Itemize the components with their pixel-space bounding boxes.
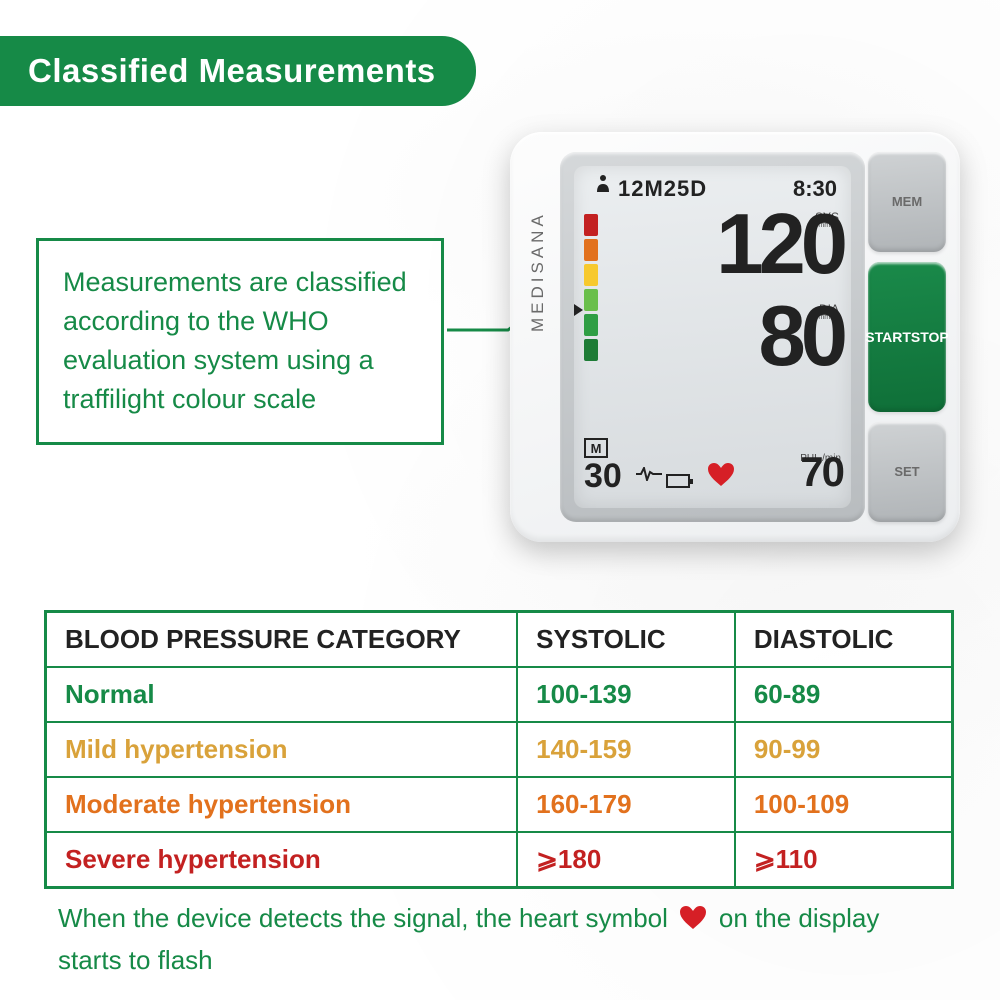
cell-diastolic: 100-109 (735, 777, 953, 832)
scale-segment (584, 214, 598, 236)
heart-icon (675, 905, 719, 936)
heart-icon (708, 462, 734, 494)
description-box: Measurements are classified according to… (36, 238, 444, 445)
cell-systolic: ⩾180 (517, 832, 735, 888)
sys-value: 120 (716, 202, 843, 287)
dia-value: 80 (758, 294, 843, 379)
scale-segment (584, 289, 598, 311)
cell-category: Moderate hypertension (46, 777, 518, 832)
footnote-before: When the device detects the signal, the … (58, 903, 668, 933)
scale-segment (584, 314, 598, 336)
cell-systolic: 160-179 (517, 777, 735, 832)
device-brand: MEDISANA (528, 211, 548, 332)
mem-box-icon: M (584, 438, 608, 458)
table-header-row: BLOOD PRESSURE CATEGORY SYSTOLIC DIASTOL… (46, 612, 953, 668)
user-icon (596, 174, 610, 197)
lcd-date: 12M25D (618, 176, 707, 202)
table-row: Severe hypertension⩾180⩾110 (46, 832, 953, 888)
scale-segment (584, 264, 598, 286)
section-title: Classified Measurements (0, 36, 476, 106)
cell-diastolic: 90-99 (735, 722, 953, 777)
pulse-wave-icon (636, 467, 662, 486)
mem-value: 30 (584, 457, 622, 496)
traffic-light-scale (584, 214, 598, 361)
cell-systolic: 100-139 (517, 667, 735, 722)
bp-category-table: BLOOD PRESSURE CATEGORY SYSTOLIC DIASTOL… (44, 610, 954, 889)
table-row: Mild hypertension140-15990-99 (46, 722, 953, 777)
battery-icon (666, 474, 690, 488)
scale-segment (584, 239, 598, 261)
cell-diastolic: ⩾110 (735, 832, 953, 888)
col-category: BLOOD PRESSURE CATEGORY (46, 612, 518, 668)
device-button-column: MEM STARTSTOP SET (868, 152, 946, 522)
mem-button[interactable]: MEM (868, 152, 946, 252)
cell-category: Normal (46, 667, 518, 722)
cell-category: Mild hypertension (46, 722, 518, 777)
lcd-screen: 12M25D 8:30 SYS mmHg 120 DIA mmHg 80 M 3… (574, 166, 851, 508)
scale-segment (584, 339, 598, 361)
cell-systolic: 140-159 (517, 722, 735, 777)
cell-diastolic: 60-89 (735, 667, 953, 722)
table-row: Moderate hypertension160-179100-109 (46, 777, 953, 832)
footnote: When the device detects the signal, the … (58, 900, 950, 979)
cell-category: Severe hypertension (46, 832, 518, 888)
bp-monitor-device: MEDISANA 12M25D 8:30 SYS mmHg 120 DIA mm… (510, 132, 960, 542)
col-systolic: SYSTOLIC (517, 612, 735, 668)
set-button[interactable]: SET (868, 422, 946, 522)
col-diastolic: DIASTOLIC (735, 612, 953, 668)
table-row: Normal100-13960-89 (46, 667, 953, 722)
scale-pointer-icon (574, 304, 583, 316)
screen-bezel: 12M25D 8:30 SYS mmHg 120 DIA mmHg 80 M 3… (560, 152, 865, 522)
pul-value: 70 (800, 448, 843, 496)
start-stop-button[interactable]: STARTSTOP (868, 262, 946, 412)
